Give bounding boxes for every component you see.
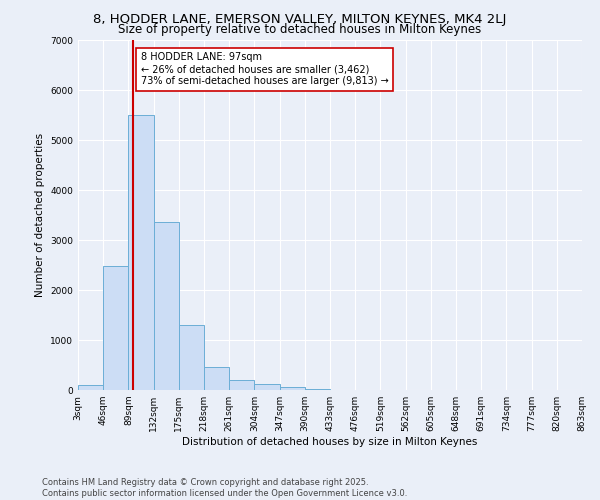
X-axis label: Distribution of detached houses by size in Milton Keynes: Distribution of detached houses by size …: [182, 437, 478, 447]
Bar: [103, 266, 128, 390]
Bar: [280, 387, 305, 390]
Bar: [154, 222, 179, 390]
Bar: [305, 389, 330, 390]
Bar: [78, 385, 103, 390]
Y-axis label: Number of detached properties: Number of detached properties: [35, 133, 44, 297]
Bar: [128, 115, 154, 390]
Bar: [204, 367, 229, 390]
Text: Size of property relative to detached houses in Milton Keynes: Size of property relative to detached ho…: [118, 22, 482, 36]
Bar: [179, 325, 204, 390]
Text: Contains HM Land Registry data © Crown copyright and database right 2025.
Contai: Contains HM Land Registry data © Crown c…: [42, 478, 407, 498]
Bar: [254, 384, 280, 390]
Bar: [229, 380, 254, 390]
Text: 8 HODDER LANE: 97sqm
← 26% of detached houses are smaller (3,462)
73% of semi-de: 8 HODDER LANE: 97sqm ← 26% of detached h…: [141, 52, 388, 86]
Text: 8, HODDER LANE, EMERSON VALLEY, MILTON KEYNES, MK4 2LJ: 8, HODDER LANE, EMERSON VALLEY, MILTON K…: [94, 12, 506, 26]
